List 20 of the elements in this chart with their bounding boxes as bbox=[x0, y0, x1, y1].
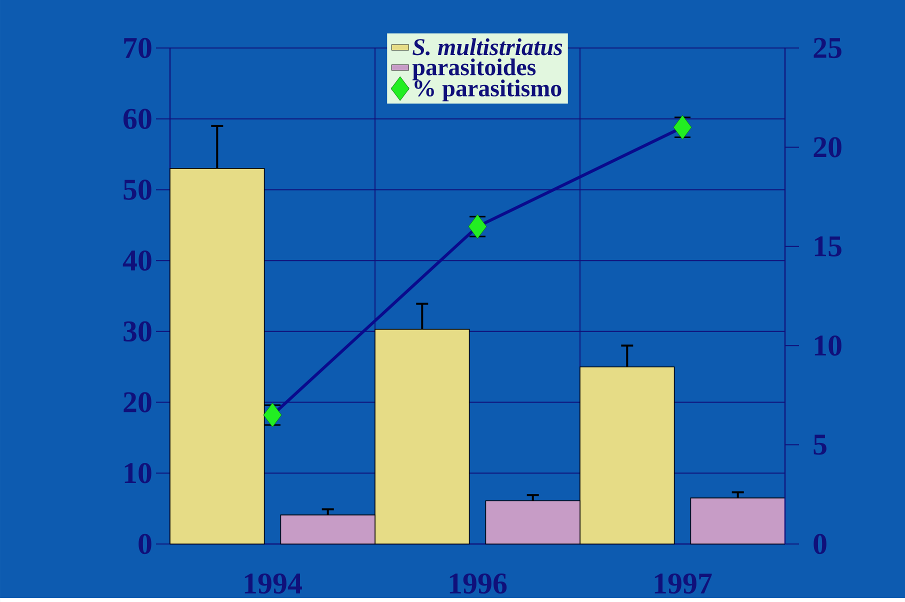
y-tick-label: 50 bbox=[124, 180, 152, 200]
x-tick-label: 1996 bbox=[450, 574, 507, 594]
x-tick-label: 1994 bbox=[244, 574, 302, 594]
y-tick-label: 60 bbox=[123, 108, 152, 129]
x-tick-label: 1997 bbox=[654, 574, 712, 594]
legend-label: % parasitismo bbox=[414, 80, 562, 102]
y-tick-label: 70 bbox=[124, 38, 152, 58]
y2-tick-label: 5 bbox=[814, 434, 826, 455]
y-tick-label: 30 bbox=[124, 321, 152, 342]
y2-tick-label: 20 bbox=[814, 137, 842, 158]
y-tick-label: 20 bbox=[124, 392, 152, 412]
legend-label: S. multistriatus bbox=[412, 38, 562, 56]
y-tick-label: 40 bbox=[122, 250, 152, 271]
y2-tick-label: 25 bbox=[814, 38, 842, 58]
y2-tick-label: 15 bbox=[814, 236, 842, 256]
y2-tick-label: 10 bbox=[814, 335, 842, 356]
y2-tick-label: 0 bbox=[814, 534, 826, 554]
legend-label: parasitoides bbox=[412, 58, 536, 80]
y-tick-label: 10 bbox=[124, 463, 152, 484]
y-tick-label: 0 bbox=[138, 534, 152, 554]
